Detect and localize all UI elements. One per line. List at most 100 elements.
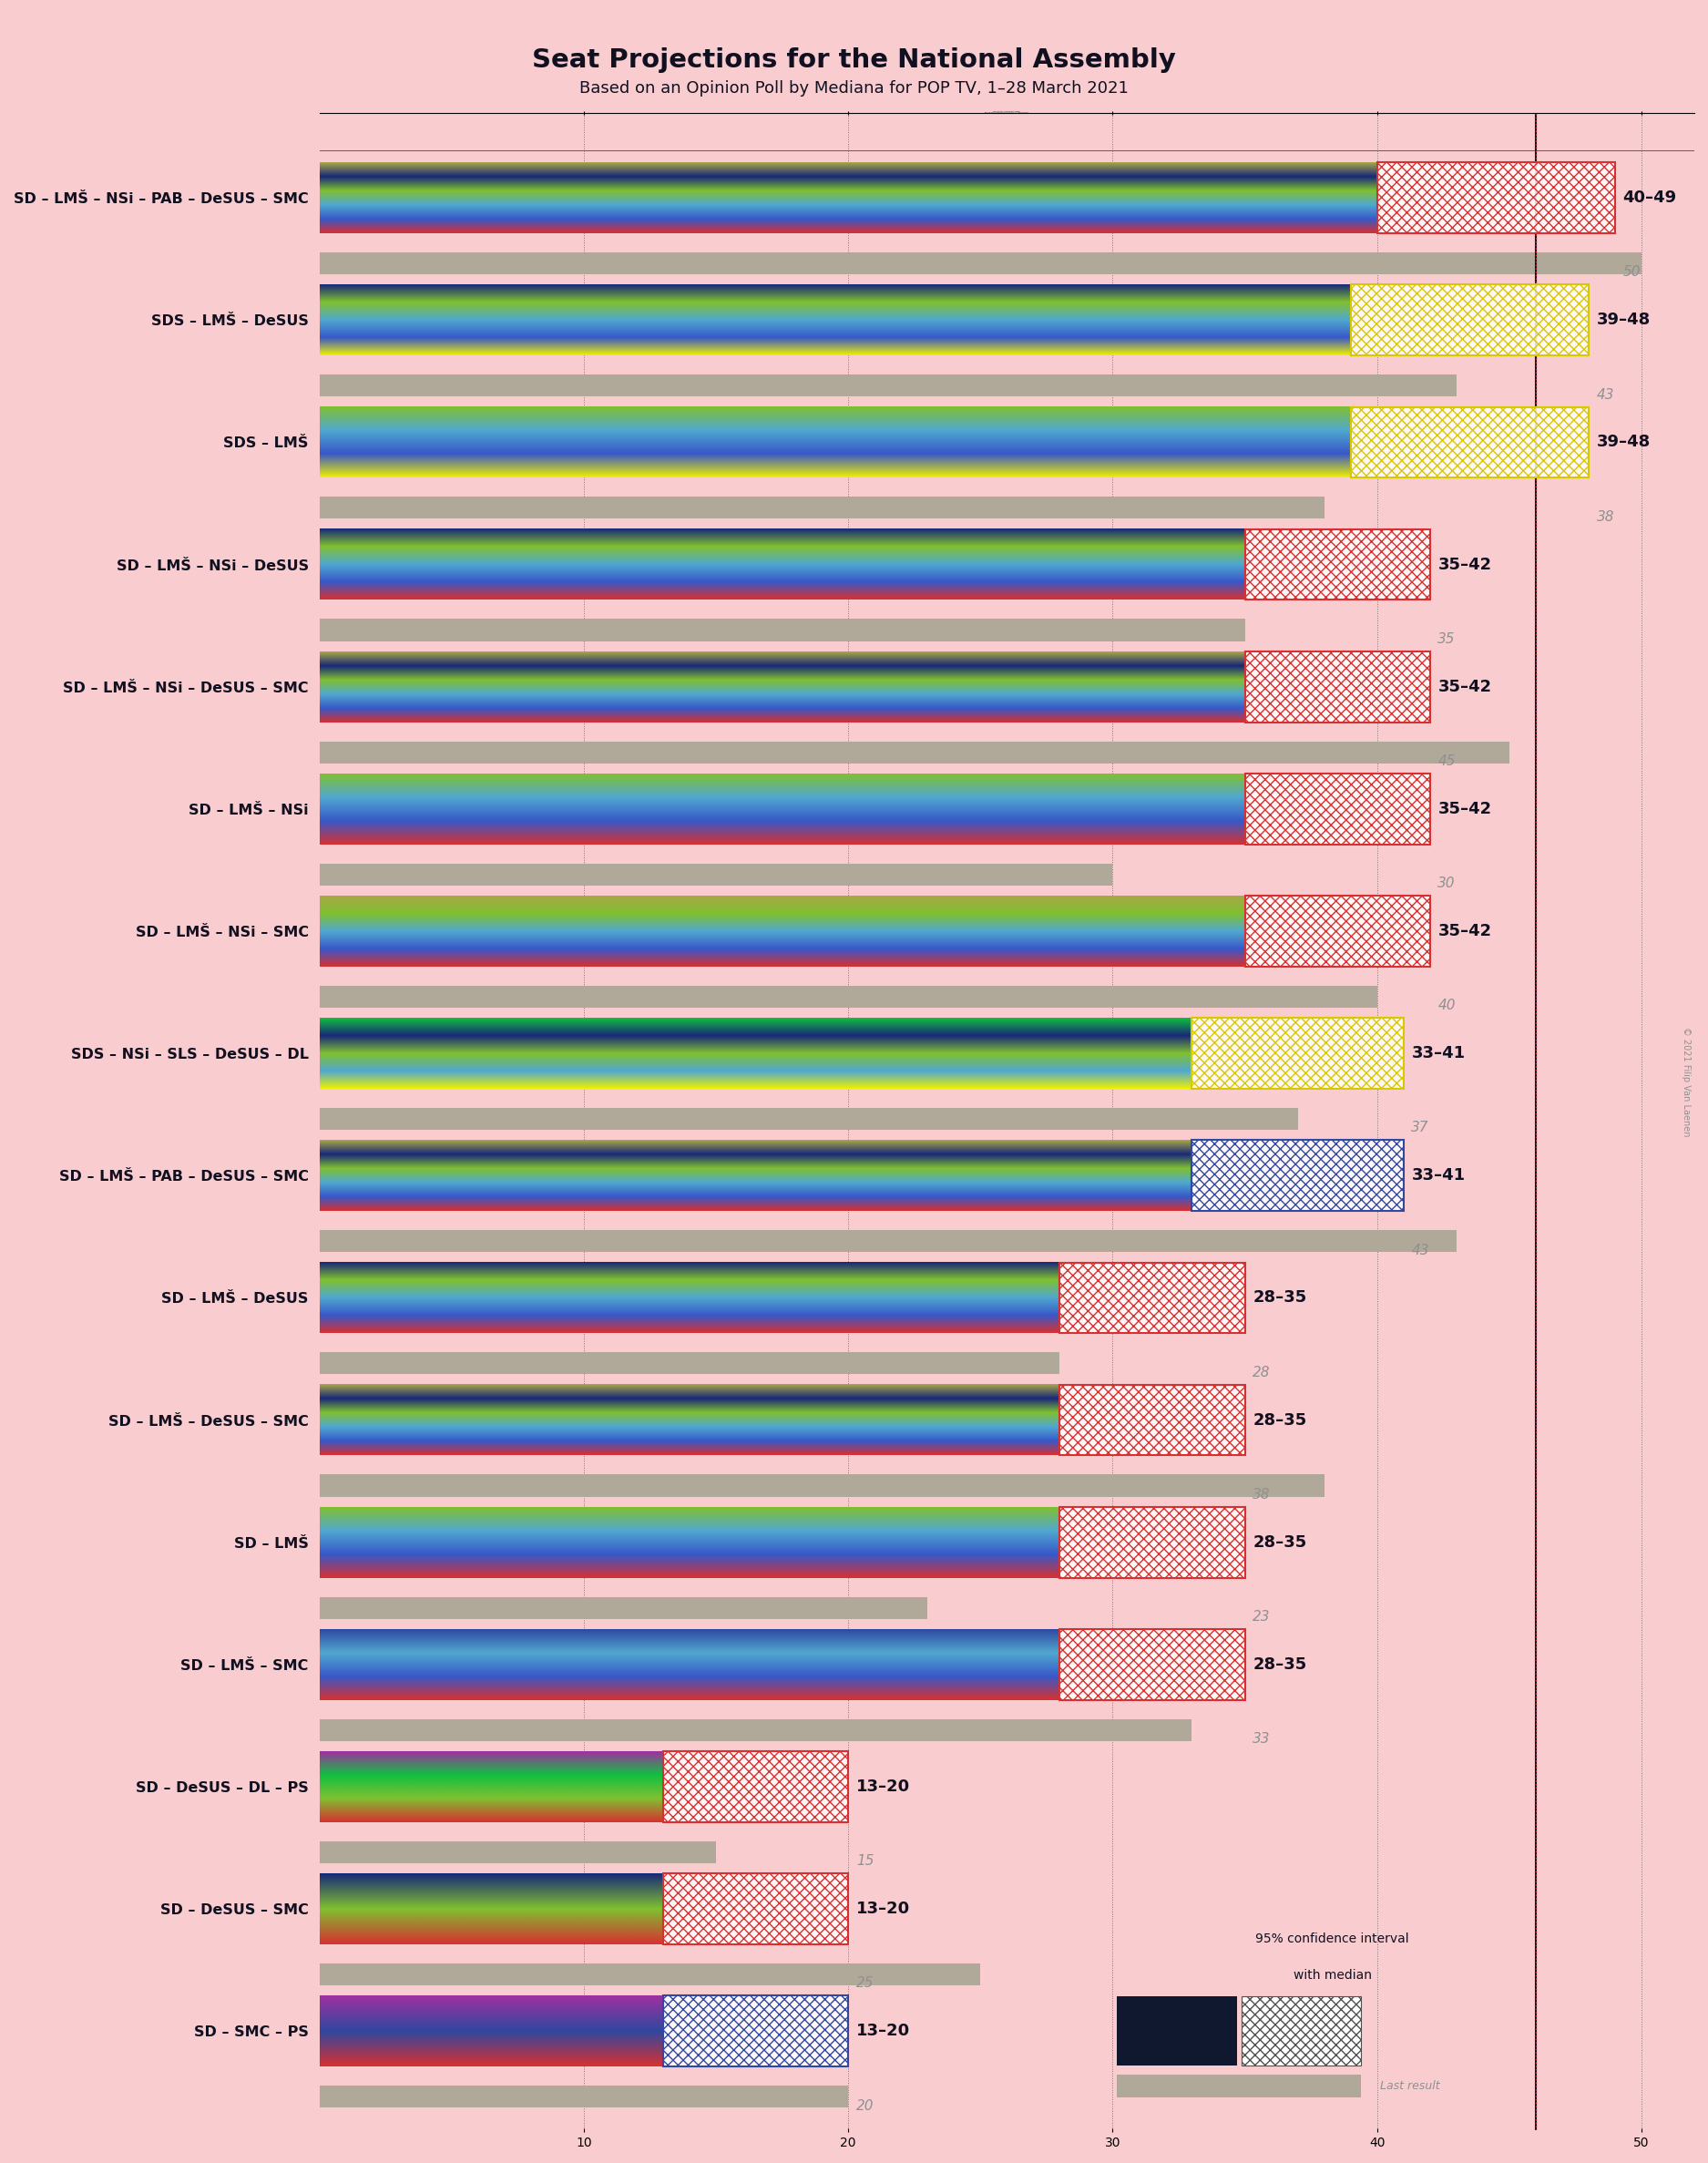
- Text: 13–20: 13–20: [856, 1901, 910, 1916]
- Bar: [1059, 1629, 1245, 1700]
- Bar: [663, 1996, 849, 2066]
- Bar: [1351, 407, 1588, 478]
- Bar: [1245, 530, 1430, 599]
- Text: 43: 43: [1411, 1244, 1430, 1257]
- Bar: [1192, 1019, 1404, 1088]
- Text: © 2021 Filip Van Laenen: © 2021 Filip Van Laenen: [1681, 1027, 1691, 1136]
- Bar: [1192, 1019, 1404, 1088]
- Bar: [1192, 1140, 1404, 1211]
- Bar: [1192, 1019, 1404, 1088]
- Text: 28–35: 28–35: [1252, 1289, 1307, 1306]
- Text: 45: 45: [1438, 755, 1455, 768]
- Text: 20: 20: [856, 2098, 874, 2113]
- Bar: [1351, 286, 1588, 355]
- Bar: [319, 253, 1641, 275]
- Bar: [319, 1964, 980, 1986]
- Bar: [663, 1752, 849, 1821]
- Text: 40: 40: [1438, 999, 1455, 1012]
- Bar: [319, 1231, 1457, 1252]
- Text: 28–35: 28–35: [1252, 1657, 1307, 1672]
- Bar: [663, 1996, 849, 2066]
- Bar: [1192, 1140, 1404, 1211]
- Bar: [319, 619, 1245, 640]
- Bar: [1351, 286, 1588, 355]
- Bar: [1245, 651, 1430, 722]
- Text: 35–42: 35–42: [1438, 924, 1491, 939]
- Bar: [1245, 774, 1430, 844]
- Text: 13–20: 13–20: [856, 1778, 910, 1795]
- Text: 50: 50: [1623, 266, 1641, 279]
- Text: 35: 35: [1438, 632, 1455, 647]
- Text: 39–48: 39–48: [1597, 435, 1650, 450]
- Text: 33–41: 33–41: [1411, 1045, 1465, 1062]
- Bar: [1059, 1629, 1245, 1700]
- Bar: [663, 1752, 849, 1821]
- Text: with median: with median: [1293, 1968, 1372, 1981]
- Bar: [319, 497, 1324, 519]
- Bar: [319, 374, 1457, 396]
- Bar: [1245, 895, 1430, 967]
- Text: 28–35: 28–35: [1252, 1412, 1307, 1428]
- Text: Seat Projections for the National Assembly: Seat Projections for the National Assemb…: [533, 48, 1175, 74]
- Bar: [1059, 1508, 1245, 1577]
- Bar: [1377, 162, 1616, 234]
- Text: Last result: Last result: [1380, 2081, 1440, 2092]
- Bar: [1059, 1629, 1245, 1700]
- Text: 28–35: 28–35: [1252, 1534, 1307, 1551]
- Bar: [319, 1475, 1324, 1497]
- Bar: [319, 863, 1112, 885]
- Bar: [663, 1752, 849, 1821]
- Bar: [319, 742, 1510, 764]
- Text: 25: 25: [856, 1977, 874, 1990]
- Text: Based on an Opinion Poll by Mediana for POP TV, 1–28 March 2021: Based on an Opinion Poll by Mediana for …: [579, 80, 1129, 97]
- Bar: [1059, 1508, 1245, 1577]
- Bar: [1245, 651, 1430, 722]
- Text: 15: 15: [856, 1854, 874, 1869]
- Text: 38: 38: [1252, 1488, 1271, 1501]
- Text: 35–42: 35–42: [1438, 556, 1491, 573]
- Text: 35–42: 35–42: [1438, 679, 1491, 694]
- Bar: [1245, 895, 1430, 967]
- Text: 37: 37: [1411, 1120, 1430, 1136]
- Title: Seat Projections for the National Assembly
Based on an Opinion Poll by Mediana f: Seat Projections for the National Assemb…: [986, 110, 1028, 112]
- Bar: [319, 986, 1377, 1008]
- Bar: [663, 1873, 849, 1945]
- Bar: [663, 1873, 849, 1945]
- Text: 33–41: 33–41: [1411, 1168, 1465, 1183]
- Bar: [319, 1841, 716, 1862]
- Bar: [1245, 530, 1430, 599]
- Text: 40–49: 40–49: [1623, 190, 1677, 205]
- Text: 30: 30: [1438, 876, 1455, 891]
- Text: 38: 38: [1597, 510, 1614, 523]
- Text: 33: 33: [1252, 1733, 1271, 1746]
- Bar: [319, 1720, 1192, 1741]
- Bar: [1117, 1996, 1237, 2066]
- Text: 13–20: 13–20: [856, 2022, 910, 2040]
- Bar: [319, 1352, 1059, 1374]
- Bar: [663, 1996, 849, 2066]
- Bar: [1242, 1996, 1361, 2066]
- Bar: [1059, 1263, 1245, 1332]
- Bar: [319, 1596, 927, 1618]
- Bar: [1351, 407, 1588, 478]
- Bar: [319, 1107, 1298, 1129]
- Bar: [1377, 162, 1616, 234]
- Bar: [663, 1873, 849, 1945]
- Bar: [1245, 774, 1430, 844]
- Text: 28: 28: [1252, 1365, 1271, 1380]
- Text: 39–48: 39–48: [1597, 311, 1650, 329]
- Bar: [1059, 1263, 1245, 1332]
- Text: 23: 23: [1252, 1609, 1271, 1624]
- Bar: [1245, 895, 1430, 967]
- Bar: [1059, 1384, 1245, 1456]
- Bar: [1351, 286, 1588, 355]
- Bar: [1245, 530, 1430, 599]
- Bar: [1059, 1508, 1245, 1577]
- Bar: [1192, 1140, 1404, 1211]
- Text: 95% confidence interval: 95% confidence interval: [1255, 1932, 1409, 1945]
- Bar: [319, 2085, 849, 2107]
- Bar: [1059, 1384, 1245, 1456]
- Text: 35–42: 35–42: [1438, 800, 1491, 818]
- Bar: [1377, 162, 1616, 234]
- Bar: [1059, 1263, 1245, 1332]
